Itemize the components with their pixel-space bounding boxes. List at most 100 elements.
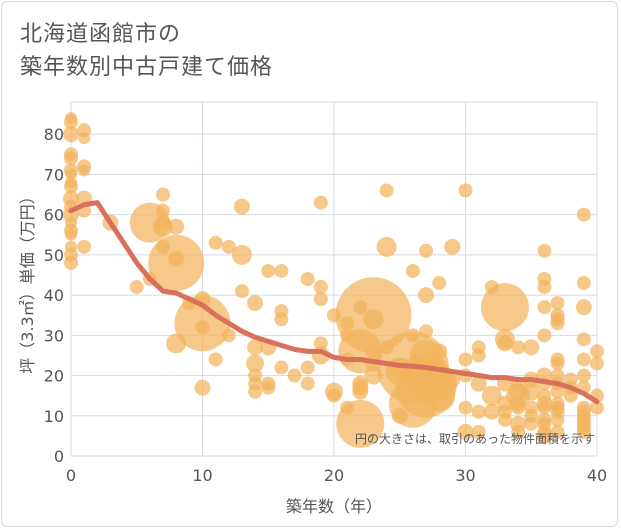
data-point [313,280,328,295]
x-tick-label: 10 [192,466,212,485]
data-point [64,255,78,270]
data-point [522,382,541,401]
data-point [576,207,591,222]
data-point [148,234,205,291]
data-point [313,336,328,351]
x-tick-label: 30 [455,466,475,485]
data-point [65,228,77,241]
y-tick-label: 40 [44,286,64,305]
data-point [511,400,526,415]
data-point [156,187,171,202]
data-point [550,316,565,331]
trend-line [68,200,600,405]
size-annotation: 円の大きさは、取引のあった物件面積を示す [355,431,595,446]
data-point [576,332,591,347]
data-point [471,424,486,439]
data-point [129,280,144,295]
data-point [470,375,487,392]
data-point [336,399,385,448]
data-point [63,126,79,143]
data-point [550,356,565,371]
x-axis-title: 築年数（年） [286,497,382,516]
tick-labels: 0 10 20 30 40 50 60 70 80 0 10 20 30 40 [44,125,608,485]
data-point [497,412,512,427]
data-point [248,384,263,399]
y-tick-label: 80 [44,125,64,144]
data-point [471,404,486,419]
title-line-1: 北海道函館市の [20,22,182,47]
data-point [481,385,502,406]
data-point [550,424,565,439]
title-line-2: 築年数別中古戸建て価格 [20,55,274,80]
data-point [274,263,289,278]
data-point [576,368,591,383]
data-points [63,112,604,448]
data-point [590,344,604,359]
data-point [300,360,315,375]
data-point [550,384,565,399]
data-point [550,296,565,311]
data-point [156,203,171,218]
data-point [423,379,456,412]
data-point [550,412,565,427]
data-point [379,183,394,198]
data-point [208,235,223,250]
data-point [523,339,540,356]
data-point [444,371,461,388]
data-point [195,320,210,335]
x-tick-label: 0 [66,466,76,485]
data-point [418,287,435,304]
data-point [247,295,264,312]
data-point [352,383,369,400]
data-point [247,339,264,356]
data-point [64,151,78,166]
y-tick-label: 60 [44,206,64,225]
data-point [77,239,92,254]
data-point [261,380,276,395]
data-point [300,272,315,286]
data-point [231,244,252,265]
chart-title: 北海道函館市の 築年数別中古戸建て価格 [20,18,273,84]
data-point [234,284,249,299]
y-tick-label: 20 [44,367,64,386]
data-point [537,243,552,258]
data-point [537,300,552,315]
data-point [537,328,552,343]
y-axis-title: 坪（3.3㎡）単価（万円） [18,188,37,373]
data-point [376,236,397,257]
data-point [221,328,236,343]
data-point [274,312,289,327]
data-point [221,239,236,254]
data-point [419,243,434,258]
data-point [563,388,578,403]
data-point [233,198,250,215]
data-point [496,335,513,352]
data-point [78,132,91,145]
data-point [300,376,315,391]
data-point [480,283,529,332]
data-point [576,352,591,367]
data-point [536,427,553,444]
data-point [64,179,78,194]
data-point [64,115,78,130]
data-point [483,403,500,420]
y-tick-label: 0 [54,447,64,466]
data-point [537,280,552,295]
data-point [575,299,592,316]
data-point [287,368,302,383]
data-point [153,216,174,237]
data-point [524,416,539,431]
data-point [511,424,526,439]
data-point [444,238,461,255]
y-tick-label: 50 [44,246,64,265]
data-point [576,276,591,291]
x-tick-label: 20 [324,466,344,485]
data-point [458,183,473,198]
data-point [78,164,91,177]
x-tick-label: 40 [587,466,607,485]
data-point [208,352,223,367]
data-point [458,352,473,367]
data-point [363,309,384,330]
